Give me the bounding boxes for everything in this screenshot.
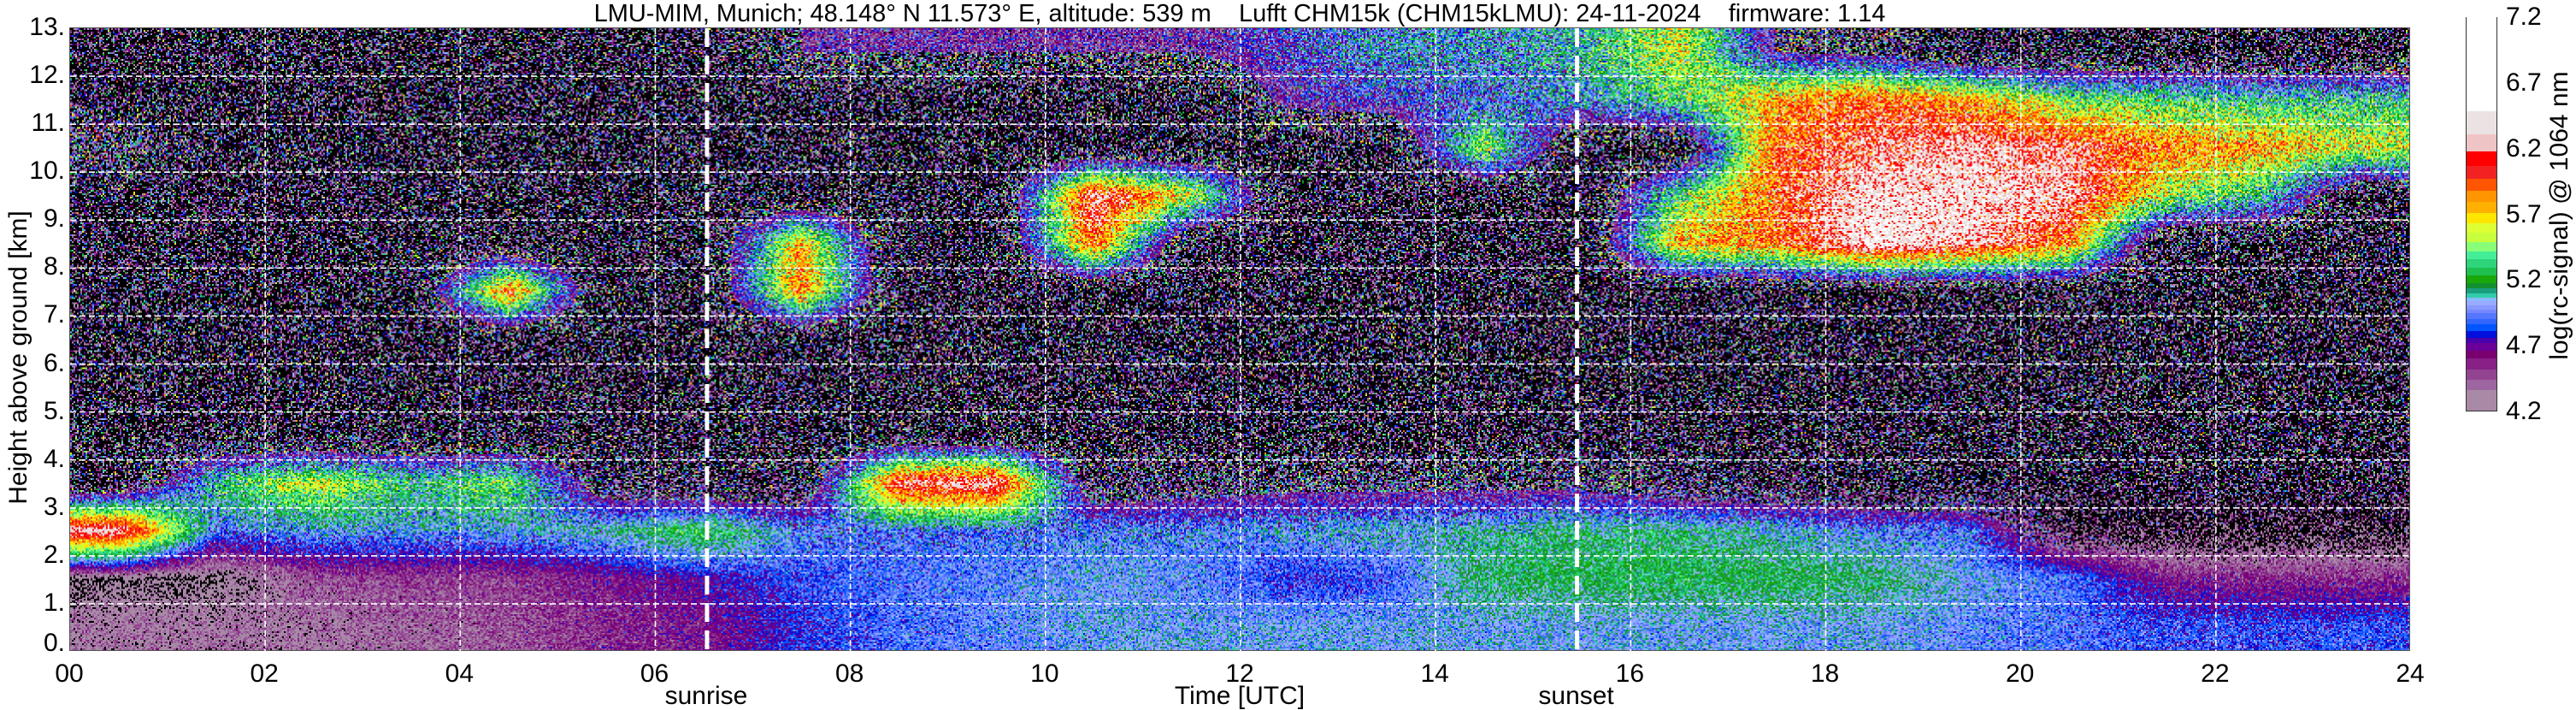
colorbar-tick-label: 4.7	[2506, 331, 2542, 360]
y-tick-label: 2.	[43, 540, 65, 569]
colorbar-level	[2467, 300, 2496, 305]
x-tick-label: 18	[1810, 660, 1840, 688]
y-tick-label: 4.	[43, 444, 65, 473]
x-axis-label: Time [UTC]	[1174, 682, 1306, 710]
x-tick-label: 22	[2201, 660, 2230, 688]
colorbar-level	[2467, 110, 2496, 135]
colorbar-tick-label: 6.2	[2506, 133, 2542, 163]
y-tick-label: 0.	[43, 629, 65, 657]
colorbar-level	[2467, 330, 2496, 338]
x-tick-label: 24	[2396, 660, 2425, 688]
x-tick-label: 14	[1420, 660, 1449, 688]
colorbar	[2466, 17, 2497, 411]
colorbar-level	[2467, 368, 2496, 381]
x-tick-label: 08	[834, 660, 864, 688]
chart-title: LMU-MIM, Munich; 48.148° N 11.573° E, al…	[593, 0, 1886, 27]
x-tick-label: 10	[1030, 660, 1059, 688]
colorbar-level	[2467, 389, 2496, 411]
colorbar-level	[2467, 312, 2496, 319]
colorbar-level	[2467, 267, 2496, 276]
grid-overlay	[70, 28, 2411, 652]
y-tick-label: 9.	[43, 204, 65, 234]
y-tick-label: 11.	[31, 109, 65, 138]
colorbar-level	[2467, 222, 2496, 233]
x-tick-label: 04	[445, 660, 475, 688]
colorbar-level	[2467, 232, 2496, 243]
colorbar-level	[2467, 287, 2496, 293]
colorbar-label: log(rc-signal) @ 1064 nm	[2545, 71, 2573, 360]
x-tick-label: 20	[2005, 660, 2035, 688]
colorbar-level	[2467, 151, 2496, 166]
x-tick-label: 12	[1225, 660, 1254, 688]
colorbar-level	[2467, 293, 2496, 298]
colorbar-tick-label: 6.7	[2506, 68, 2542, 97]
colorbar-level	[2467, 350, 2496, 359]
colorbar-level	[2467, 165, 2496, 179]
colorbar-level	[2467, 337, 2496, 344]
colorbar-level	[2467, 305, 2496, 310]
colorbar-tick-label: 7.2	[2506, 3, 2542, 31]
colorbar-level	[2467, 178, 2496, 192]
plot-area	[69, 27, 2411, 652]
colorbar-level	[2467, 318, 2496, 325]
x-tick-label: 02	[250, 660, 279, 688]
colorbar-tick-label: 5.7	[2506, 199, 2542, 228]
colorbar-level	[2467, 323, 2496, 332]
colorbar-level	[2467, 358, 2496, 370]
colorbar-level	[2467, 17, 2496, 111]
y-tick-label: 3.	[43, 492, 65, 521]
y-tick-label: 6.	[43, 348, 65, 377]
colorbar-tick-label: 5.2	[2506, 265, 2542, 294]
sun-marker-label: sunset	[1538, 682, 1614, 710]
colorbar-tick-label: 4.2	[2506, 397, 2542, 425]
y-axis-label: Height above ground [km]	[4, 210, 32, 505]
y-tick-label: 10.	[29, 157, 65, 186]
colorbar-level	[2467, 296, 2496, 302]
y-tick-label: 7.	[43, 300, 65, 329]
colorbar-level	[2467, 251, 2496, 260]
x-tick-label: 00	[55, 660, 84, 688]
colorbar-level	[2467, 190, 2496, 203]
colorbar-level	[2467, 241, 2496, 252]
colorbar-level	[2467, 282, 2496, 288]
x-tick-label: 06	[640, 660, 669, 688]
colorbar-level	[2467, 379, 2496, 391]
colorbar-level	[2467, 133, 2496, 152]
colorbar-level	[2467, 275, 2496, 283]
y-tick-label: 13.	[29, 13, 65, 41]
colorbar-level	[2467, 258, 2496, 269]
y-tick-label: 8.	[43, 252, 65, 281]
y-tick-label: 5.	[43, 396, 65, 425]
y-tick-label: 12.	[29, 61, 65, 90]
colorbar-level	[2467, 309, 2496, 314]
y-tick-label: 1.	[43, 588, 65, 617]
sun-marker-label: sunrise	[664, 682, 748, 710]
x-tick-label: 16	[1615, 660, 1645, 688]
colorbar-level	[2467, 201, 2496, 213]
colorbar-level	[2467, 342, 2496, 351]
colorbar-level	[2467, 212, 2496, 223]
